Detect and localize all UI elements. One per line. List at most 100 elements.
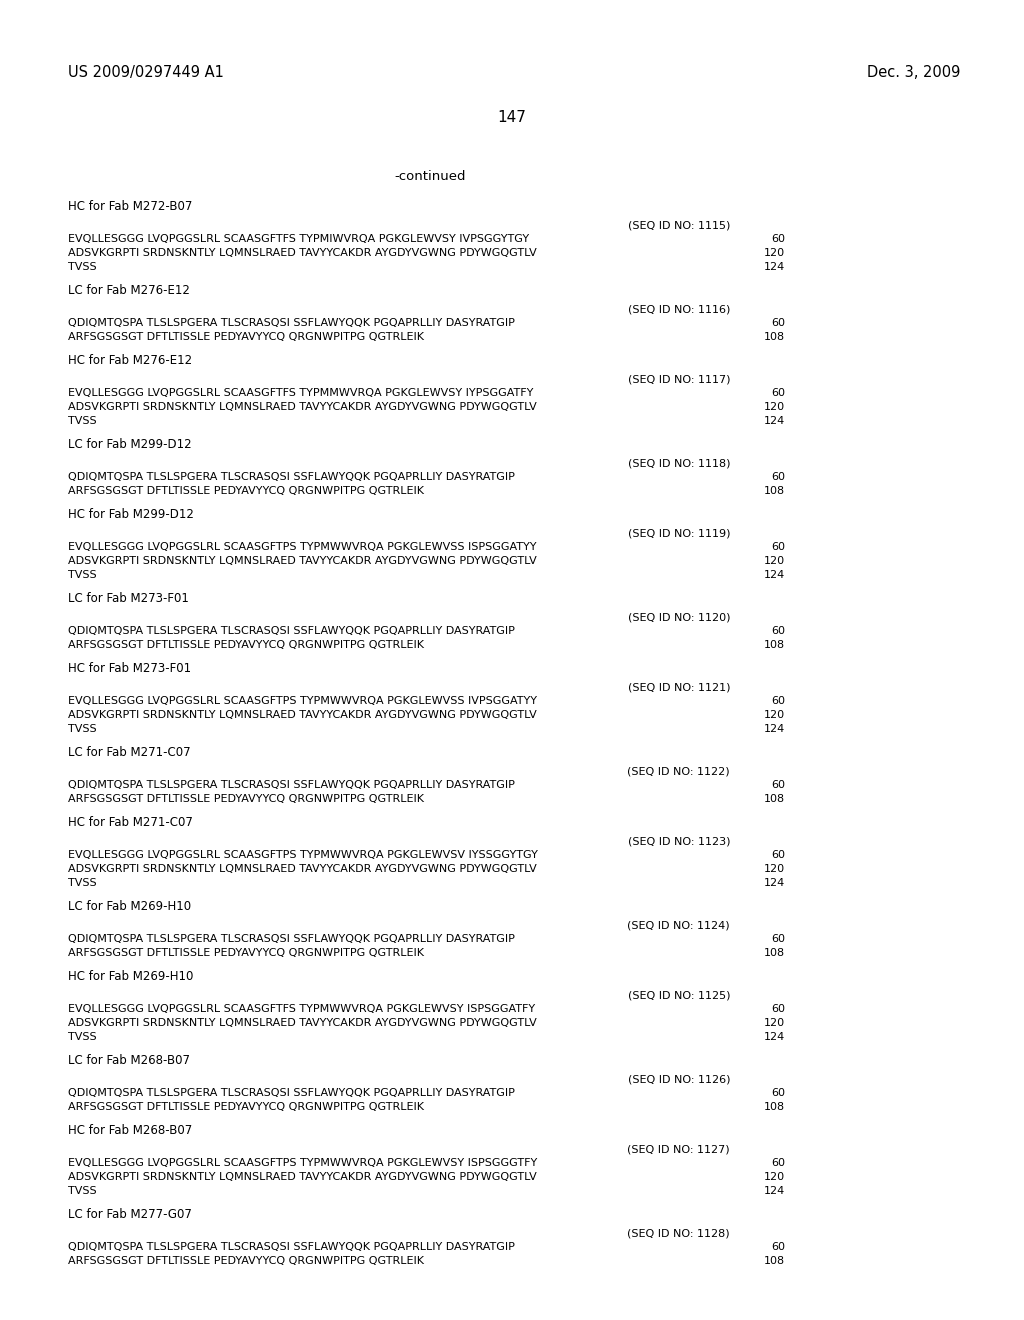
Text: TVSS: TVSS	[68, 723, 96, 734]
Text: 120: 120	[764, 865, 785, 874]
Text: ARFSGSGSGT DFTLTISSLE PEDYAVYYCQ QRGNWPITPG QGTRLEIK: ARFSGSGSGT DFTLTISSLE PEDYAVYYCQ QRGNWPI…	[68, 1257, 424, 1266]
Text: 108: 108	[764, 948, 785, 958]
Text: 124: 124	[764, 416, 785, 426]
Text: TVSS: TVSS	[68, 1032, 96, 1041]
Text: 124: 124	[764, 570, 785, 579]
Text: HC for Fab M276-E12: HC for Fab M276-E12	[68, 354, 193, 367]
Text: 108: 108	[764, 333, 785, 342]
Text: ARFSGSGSGT DFTLTISSLE PEDYAVYYCQ QRGNWPITPG QGTRLEIK: ARFSGSGSGT DFTLTISSLE PEDYAVYYCQ QRGNWPI…	[68, 333, 424, 342]
Text: Dec. 3, 2009: Dec. 3, 2009	[866, 65, 961, 81]
Text: LC for Fab M277-G07: LC for Fab M277-G07	[68, 1208, 191, 1221]
Text: (SEQ ID NO: 1126): (SEQ ID NO: 1126)	[628, 1074, 730, 1084]
Text: LC for Fab M299-D12: LC for Fab M299-D12	[68, 438, 191, 451]
Text: TVSS: TVSS	[68, 878, 96, 888]
Text: 120: 120	[764, 248, 785, 257]
Text: HC for Fab M269-H10: HC for Fab M269-H10	[68, 970, 194, 983]
Text: HC for Fab M268-B07: HC for Fab M268-B07	[68, 1125, 193, 1137]
Text: -continued: -continued	[394, 170, 466, 183]
Text: QDIQMTQSPA TLSLSPGERA TLSCRASQSI SSFLAWYQQK PGQAPRLLIY DASYRATGIP: QDIQMTQSPA TLSLSPGERA TLSCRASQSI SSFLAWY…	[68, 1242, 515, 1251]
Text: LC for Fab M269-H10: LC for Fab M269-H10	[68, 900, 191, 913]
Text: 108: 108	[764, 1102, 785, 1111]
Text: (SEQ ID NO: 1122): (SEQ ID NO: 1122)	[628, 766, 730, 776]
Text: 60: 60	[771, 935, 785, 944]
Text: ADSVKGRPTI SRDNSKNTLY LQMNSLRAED TAVYYCAKDR AYGDYVGWNG PDYWGQGTLV: ADSVKGRPTI SRDNSKNTLY LQMNSLRAED TAVYYCA…	[68, 403, 537, 412]
Text: LC for Fab M273-F01: LC for Fab M273-F01	[68, 591, 188, 605]
Text: 120: 120	[764, 403, 785, 412]
Text: HC for Fab M273-F01: HC for Fab M273-F01	[68, 663, 191, 675]
Text: 60: 60	[771, 696, 785, 706]
Text: QDIQMTQSPA TLSLSPGERA TLSCRASQSI SSFLAWYQQK PGQAPRLLIY DASYRATGIP: QDIQMTQSPA TLSLSPGERA TLSCRASQSI SSFLAWY…	[68, 780, 515, 789]
Text: QDIQMTQSPA TLSLSPGERA TLSCRASQSI SSFLAWYQQK PGQAPRLLIY DASYRATGIP: QDIQMTQSPA TLSLSPGERA TLSCRASQSI SSFLAWY…	[68, 935, 515, 944]
Text: ADSVKGRPTI SRDNSKNTLY LQMNSLRAED TAVYYCAKDR AYGDYVGWNG PDYWGQGTLV: ADSVKGRPTI SRDNSKNTLY LQMNSLRAED TAVYYCA…	[68, 1172, 537, 1181]
Text: TVSS: TVSS	[68, 1185, 96, 1196]
Text: QDIQMTQSPA TLSLSPGERA TLSCRASQSI SSFLAWYQQK PGQAPRLLIY DASYRATGIP: QDIQMTQSPA TLSLSPGERA TLSCRASQSI SSFLAWY…	[68, 318, 515, 327]
Text: 60: 60	[771, 1088, 785, 1098]
Text: (SEQ ID NO: 1118): (SEQ ID NO: 1118)	[628, 458, 730, 469]
Text: 60: 60	[771, 543, 785, 552]
Text: QDIQMTQSPA TLSLSPGERA TLSCRASQSI SSFLAWYQQK PGQAPRLLIY DASYRATGIP: QDIQMTQSPA TLSLSPGERA TLSCRASQSI SSFLAWY…	[68, 626, 515, 636]
Text: (SEQ ID NO: 1124): (SEQ ID NO: 1124)	[628, 920, 730, 931]
Text: (SEQ ID NO: 1119): (SEQ ID NO: 1119)	[628, 528, 730, 539]
Text: 60: 60	[771, 1158, 785, 1168]
Text: (SEQ ID NO: 1115): (SEQ ID NO: 1115)	[628, 220, 730, 230]
Text: TVSS: TVSS	[68, 570, 96, 579]
Text: LC for Fab M271-C07: LC for Fab M271-C07	[68, 746, 190, 759]
Text: 147: 147	[498, 110, 526, 125]
Text: ADSVKGRPTI SRDNSKNTLY LQMNSLRAED TAVYYCAKDR AYGDYVGWNG PDYWGQGTLV: ADSVKGRPTI SRDNSKNTLY LQMNSLRAED TAVYYCA…	[68, 556, 537, 566]
Text: EVQLLESGGG LVQPGGSLRL SCAASGFTFS TYPMIWVRQA PGKGLEWVSY IVPSGGYTGY: EVQLLESGGG LVQPGGSLRL SCAASGFTFS TYPMIWV…	[68, 234, 529, 244]
Text: HC for Fab M272-B07: HC for Fab M272-B07	[68, 201, 193, 213]
Text: EVQLLESGGG LVQPGGSLRL SCAASGFTFS TYPMMWVRQA PGKGLEWVSY IYPSGGATFY: EVQLLESGGG LVQPGGSLRL SCAASGFTFS TYPMMWV…	[68, 388, 534, 399]
Text: ADSVKGRPTI SRDNSKNTLY LQMNSLRAED TAVYYCAKDR AYGDYVGWNG PDYWGQGTLV: ADSVKGRPTI SRDNSKNTLY LQMNSLRAED TAVYYCA…	[68, 248, 537, 257]
Text: 124: 124	[764, 1185, 785, 1196]
Text: (SEQ ID NO: 1116): (SEQ ID NO: 1116)	[628, 304, 730, 314]
Text: 108: 108	[764, 795, 785, 804]
Text: EVQLLESGGG LVQPGGSLRL SCAASGFTPS TYPMWWVRQA PGKGLEWVSV IYSSGGYTGY: EVQLLESGGG LVQPGGSLRL SCAASGFTPS TYPMWWV…	[68, 850, 538, 861]
Text: 120: 120	[764, 710, 785, 719]
Text: ARFSGSGSGT DFTLTISSLE PEDYAVYYCQ QRGNWPITPG QGTRLEIK: ARFSGSGSGT DFTLTISSLE PEDYAVYYCQ QRGNWPI…	[68, 948, 424, 958]
Text: (SEQ ID NO: 1123): (SEQ ID NO: 1123)	[628, 836, 730, 846]
Text: 60: 60	[771, 626, 785, 636]
Text: 60: 60	[771, 318, 785, 327]
Text: 108: 108	[764, 1257, 785, 1266]
Text: 120: 120	[764, 1172, 785, 1181]
Text: 60: 60	[771, 780, 785, 789]
Text: LC for Fab M268-B07: LC for Fab M268-B07	[68, 1053, 190, 1067]
Text: 120: 120	[764, 556, 785, 566]
Text: HC for Fab M299-D12: HC for Fab M299-D12	[68, 508, 194, 521]
Text: 124: 124	[764, 1032, 785, 1041]
Text: TVSS: TVSS	[68, 261, 96, 272]
Text: 120: 120	[764, 1018, 785, 1028]
Text: LC for Fab M276-E12: LC for Fab M276-E12	[68, 284, 189, 297]
Text: ARFSGSGSGT DFTLTISSLE PEDYAVYYCQ QRGNWPITPG QGTRLEIK: ARFSGSGSGT DFTLTISSLE PEDYAVYYCQ QRGNWPI…	[68, 640, 424, 649]
Text: ADSVKGRPTI SRDNSKNTLY LQMNSLRAED TAVYYCAKDR AYGDYVGWNG PDYWGQGTLV: ADSVKGRPTI SRDNSKNTLY LQMNSLRAED TAVYYCA…	[68, 865, 537, 874]
Text: 60: 60	[771, 1005, 785, 1014]
Text: TVSS: TVSS	[68, 416, 96, 426]
Text: 60: 60	[771, 850, 785, 861]
Text: ARFSGSGSGT DFTLTISSLE PEDYAVYYCQ QRGNWPITPG QGTRLEIK: ARFSGSGSGT DFTLTISSLE PEDYAVYYCQ QRGNWPI…	[68, 1102, 424, 1111]
Text: ADSVKGRPTI SRDNSKNTLY LQMNSLRAED TAVYYCAKDR AYGDYVGWNG PDYWGQGTLV: ADSVKGRPTI SRDNSKNTLY LQMNSLRAED TAVYYCA…	[68, 710, 537, 719]
Text: (SEQ ID NO: 1121): (SEQ ID NO: 1121)	[628, 682, 730, 692]
Text: US 2009/0297449 A1: US 2009/0297449 A1	[68, 65, 224, 81]
Text: 124: 124	[764, 878, 785, 888]
Text: QDIQMTQSPA TLSLSPGERA TLSCRASQSI SSFLAWYQQK PGQAPRLLIY DASYRATGIP: QDIQMTQSPA TLSLSPGERA TLSCRASQSI SSFLAWY…	[68, 473, 515, 482]
Text: ARFSGSGSGT DFTLTISSLE PEDYAVYYCQ QRGNWPITPG QGTRLEIK: ARFSGSGSGT DFTLTISSLE PEDYAVYYCQ QRGNWPI…	[68, 795, 424, 804]
Text: (SEQ ID NO: 1125): (SEQ ID NO: 1125)	[628, 990, 730, 1001]
Text: 124: 124	[764, 261, 785, 272]
Text: 60: 60	[771, 234, 785, 244]
Text: (SEQ ID NO: 1127): (SEQ ID NO: 1127)	[628, 1144, 730, 1154]
Text: 124: 124	[764, 723, 785, 734]
Text: ARFSGSGSGT DFTLTISSLE PEDYAVYYCQ QRGNWPITPG QGTRLEIK: ARFSGSGSGT DFTLTISSLE PEDYAVYYCQ QRGNWPI…	[68, 486, 424, 496]
Text: EVQLLESGGG LVQPGGSLRL SCAASGFTFS TYPMWWVRQA PGKGLEWVSY ISPSGGATFY: EVQLLESGGG LVQPGGSLRL SCAASGFTFS TYPMWWV…	[68, 1005, 536, 1014]
Text: 60: 60	[771, 473, 785, 482]
Text: QDIQMTQSPA TLSLSPGERA TLSCRASQSI SSFLAWYQQK PGQAPRLLIY DASYRATGIP: QDIQMTQSPA TLSLSPGERA TLSCRASQSI SSFLAWY…	[68, 1088, 515, 1098]
Text: (SEQ ID NO: 1117): (SEQ ID NO: 1117)	[628, 374, 730, 384]
Text: (SEQ ID NO: 1120): (SEQ ID NO: 1120)	[628, 612, 730, 622]
Text: 108: 108	[764, 640, 785, 649]
Text: HC for Fab M271-C07: HC for Fab M271-C07	[68, 816, 193, 829]
Text: EVQLLESGGG LVQPGGSLRL SCAASGFTPS TYPMWWVRQA PGKGLEWVSS ISPSGGATYY: EVQLLESGGG LVQPGGSLRL SCAASGFTPS TYPMWWV…	[68, 543, 537, 552]
Text: 60: 60	[771, 388, 785, 399]
Text: (SEQ ID NO: 1128): (SEQ ID NO: 1128)	[628, 1228, 730, 1238]
Text: 108: 108	[764, 486, 785, 496]
Text: EVQLLESGGG LVQPGGSLRL SCAASGFTPS TYPMWWVRQA PGKGLEWVSY ISPSGGGTFY: EVQLLESGGG LVQPGGSLRL SCAASGFTPS TYPMWWV…	[68, 1158, 538, 1168]
Text: 60: 60	[771, 1242, 785, 1251]
